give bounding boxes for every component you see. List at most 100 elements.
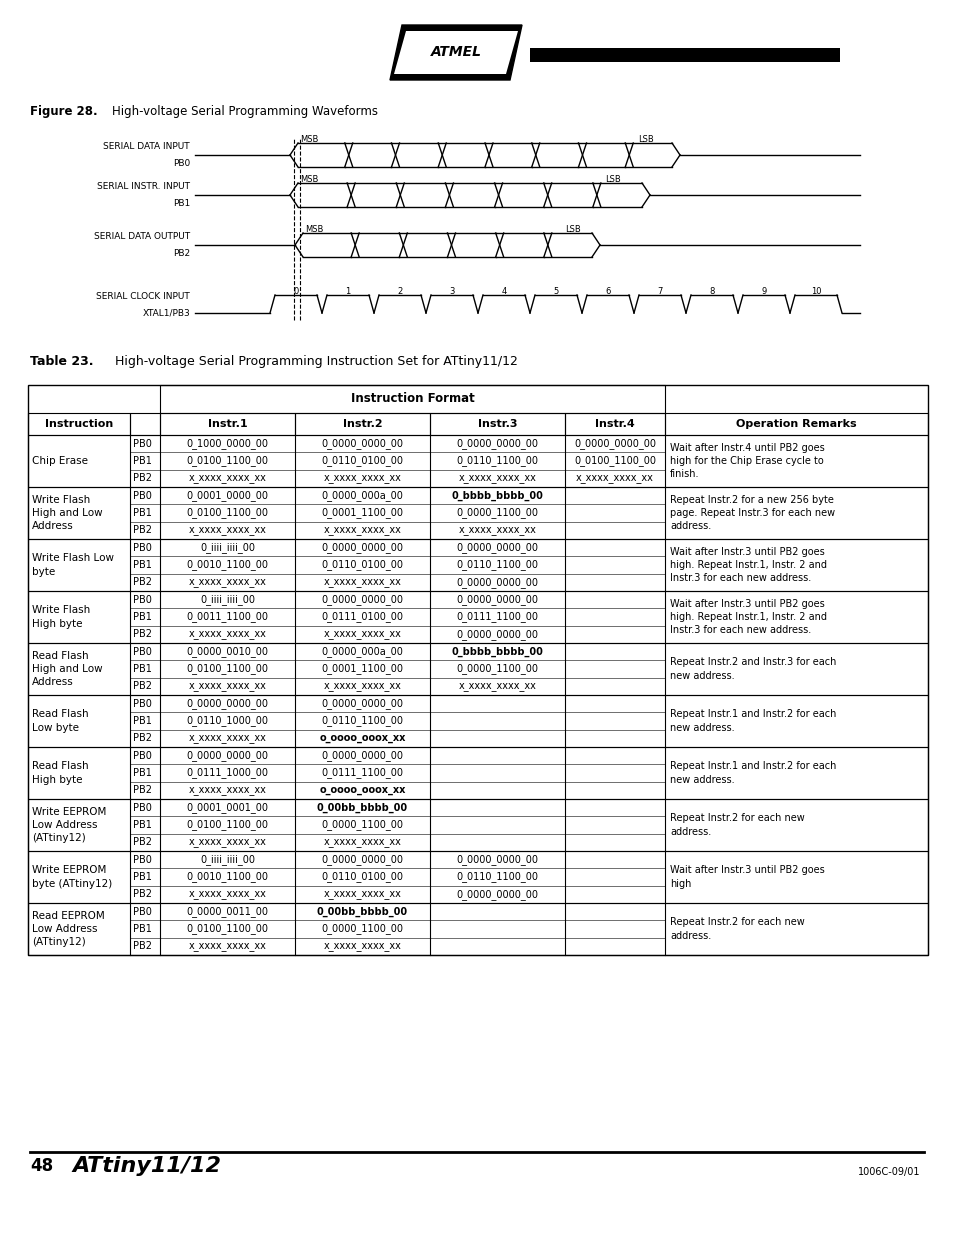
Text: Figure 28.: Figure 28. — [30, 105, 97, 119]
Bar — [430, 412, 564, 435]
Text: 0_0000_0000_00: 0_0000_0000_00 — [456, 855, 537, 866]
Text: 4: 4 — [501, 287, 506, 296]
Text: 0_0110_1100_00: 0_0110_1100_00 — [456, 872, 537, 883]
Text: SERIAL DATA OUTPUT: SERIAL DATA OUTPUT — [93, 232, 190, 241]
Text: PB2: PB2 — [132, 837, 152, 847]
Text: x_xxxx_xxxx_xx: x_xxxx_xxxx_xx — [189, 941, 266, 951]
Polygon shape — [390, 25, 521, 80]
Text: 0_0000_0000_00: 0_0000_0000_00 — [321, 594, 403, 605]
Text: Instruction Format: Instruction Format — [351, 393, 474, 405]
Text: 3: 3 — [449, 287, 455, 296]
Bar — [28, 747, 927, 799]
Text: 0_0111_1100_00: 0_0111_1100_00 — [321, 767, 403, 778]
Text: SERIAL CLOCK INPUT: SERIAL CLOCK INPUT — [96, 291, 190, 301]
Text: Repeat Instr.2 for each new
address.: Repeat Instr.2 for each new address. — [669, 814, 804, 836]
Text: x_xxxx_xxxx_xx: x_xxxx_xxxx_xx — [189, 525, 266, 535]
Text: Wait after Instr.3 until PB2 goes
high. Repeat Instr.1, Instr. 2 and
Instr.3 for: Wait after Instr.3 until PB2 goes high. … — [669, 599, 826, 635]
Text: x_xxxx_xxxx_xx: x_xxxx_xxxx_xx — [323, 630, 401, 640]
Text: MSB: MSB — [299, 135, 318, 144]
Text: ATMEL: ATMEL — [430, 46, 481, 59]
Text: Operation Remarks: Operation Remarks — [736, 419, 856, 429]
Text: PB2: PB2 — [132, 734, 152, 743]
Bar — [28, 435, 927, 487]
Text: Repeat Instr.2 and Instr.3 for each
new address.: Repeat Instr.2 and Instr.3 for each new … — [669, 657, 836, 680]
Text: Instruction: Instruction — [45, 419, 113, 429]
Text: 0_0100_1100_00: 0_0100_1100_00 — [186, 820, 268, 830]
Text: 0_0001_1100_00: 0_0001_1100_00 — [321, 508, 403, 519]
Text: 5: 5 — [553, 287, 558, 296]
Text: Table 23.: Table 23. — [30, 354, 93, 368]
Bar — [28, 538, 927, 592]
Text: Write Flash Low
byte: Write Flash Low byte — [32, 553, 113, 577]
Text: Read Flash
High byte: Read Flash High byte — [32, 762, 89, 784]
Text: PB2: PB2 — [132, 941, 152, 951]
Text: ATtiny11/12: ATtiny11/12 — [71, 1156, 221, 1176]
Text: 0_0000_1100_00: 0_0000_1100_00 — [456, 508, 537, 519]
Bar — [28, 385, 927, 955]
Text: 0_0100_1100_00: 0_0100_1100_00 — [186, 924, 268, 935]
Text: x_xxxx_xxxx_xx: x_xxxx_xxxx_xx — [323, 525, 401, 535]
Text: 0_0001_0001_00: 0_0001_0001_00 — [186, 803, 268, 813]
Text: 0_0000_0000_00: 0_0000_0000_00 — [456, 577, 537, 588]
Text: 0_0110_1100_00: 0_0110_1100_00 — [321, 715, 403, 726]
Text: 10: 10 — [810, 287, 821, 296]
Text: 0_0000_0000_00: 0_0000_0000_00 — [321, 698, 403, 709]
Text: 0_0000_1100_00: 0_0000_1100_00 — [321, 924, 403, 935]
Text: PB0: PB0 — [132, 699, 152, 709]
Text: 0_0000_0000_00: 0_0000_0000_00 — [456, 438, 537, 450]
Text: PB0: PB0 — [132, 906, 152, 916]
Text: 2: 2 — [397, 287, 402, 296]
Text: 0_0010_1100_00: 0_0010_1100_00 — [186, 559, 268, 571]
Text: Repeat Instr.1 and Instr.2 for each
new address.: Repeat Instr.1 and Instr.2 for each new … — [669, 762, 836, 784]
Text: 0_iiii_iiii_00: 0_iiii_iiii_00 — [200, 855, 254, 866]
Text: 0_0100_1100_00: 0_0100_1100_00 — [574, 456, 656, 467]
Text: 0_0000_0000_00: 0_0000_0000_00 — [321, 438, 403, 450]
Bar — [664, 412, 927, 435]
Bar — [564, 412, 664, 435]
Bar — [294, 412, 430, 435]
Bar — [160, 385, 664, 412]
Text: 0_0000_0000_00: 0_0000_0000_00 — [186, 698, 268, 709]
Text: 0_1000_0000_00: 0_1000_0000_00 — [186, 438, 268, 450]
Bar — [28, 487, 927, 538]
Text: 0_0100_1100_00: 0_0100_1100_00 — [186, 456, 268, 467]
Text: 0_bbbb_bbbb_00: 0_bbbb_bbbb_00 — [451, 490, 543, 501]
Text: 0_0010_1100_00: 0_0010_1100_00 — [186, 872, 268, 883]
Bar — [28, 412, 130, 435]
Text: PB1: PB1 — [132, 613, 152, 622]
Text: x_xxxx_xxxx_xx: x_xxxx_xxxx_xx — [189, 837, 266, 847]
Text: 0_0110_0100_00: 0_0110_0100_00 — [321, 872, 403, 883]
Text: 0_0111_1100_00: 0_0111_1100_00 — [456, 611, 537, 622]
Text: Write Flash
High and Low
Address: Write Flash High and Low Address — [32, 495, 103, 531]
Text: 0_0000_0000_00: 0_0000_0000_00 — [321, 542, 403, 553]
Text: 0_0001_1100_00: 0_0001_1100_00 — [321, 663, 403, 674]
Text: SERIAL DATA INPUT: SERIAL DATA INPUT — [103, 142, 190, 151]
Text: 0_0000_0010_00: 0_0000_0010_00 — [186, 646, 268, 657]
Text: 7: 7 — [657, 287, 662, 296]
Text: PB1: PB1 — [172, 199, 190, 207]
Text: PB2: PB2 — [132, 577, 152, 588]
Text: Instr.2: Instr.2 — [342, 419, 382, 429]
Text: 0_00bb_bbbb_00: 0_00bb_bbbb_00 — [316, 803, 408, 813]
Text: PB0: PB0 — [132, 751, 152, 761]
Text: Instr.1: Instr.1 — [208, 419, 247, 429]
Text: 8: 8 — [709, 287, 714, 296]
Text: 0_0100_1100_00: 0_0100_1100_00 — [186, 663, 268, 674]
Text: x_xxxx_xxxx_xx: x_xxxx_xxxx_xx — [189, 889, 266, 899]
Text: x_xxxx_xxxx_xx: x_xxxx_xxxx_xx — [458, 473, 536, 483]
Text: PB1: PB1 — [132, 508, 152, 517]
Text: 0_iiii_iiii_00: 0_iiii_iiii_00 — [200, 594, 254, 605]
Text: PB0: PB0 — [132, 490, 152, 500]
Text: o_oooo_ooox_xx: o_oooo_ooox_xx — [319, 785, 405, 795]
Text: 0_0000_000a_00: 0_0000_000a_00 — [321, 646, 403, 657]
Text: XTAL1/PB3: XTAL1/PB3 — [142, 309, 190, 317]
Text: 9: 9 — [760, 287, 766, 296]
Text: 0_0000_0000_00: 0_0000_0000_00 — [186, 750, 268, 761]
Text: PB2: PB2 — [132, 889, 152, 899]
Text: x_xxxx_xxxx_xx: x_xxxx_xxxx_xx — [189, 577, 266, 588]
Text: 0_0000_0000_00: 0_0000_0000_00 — [321, 855, 403, 866]
Polygon shape — [394, 31, 517, 74]
Text: Write EEPROM
Low Address
(ATtiny12): Write EEPROM Low Address (ATtiny12) — [32, 806, 107, 844]
Text: Repeat Instr.2 for a new 256 byte
page. Repeat Instr.3 for each new
address.: Repeat Instr.2 for a new 256 byte page. … — [669, 495, 834, 531]
Text: 0_0110_0100_00: 0_0110_0100_00 — [321, 559, 403, 571]
